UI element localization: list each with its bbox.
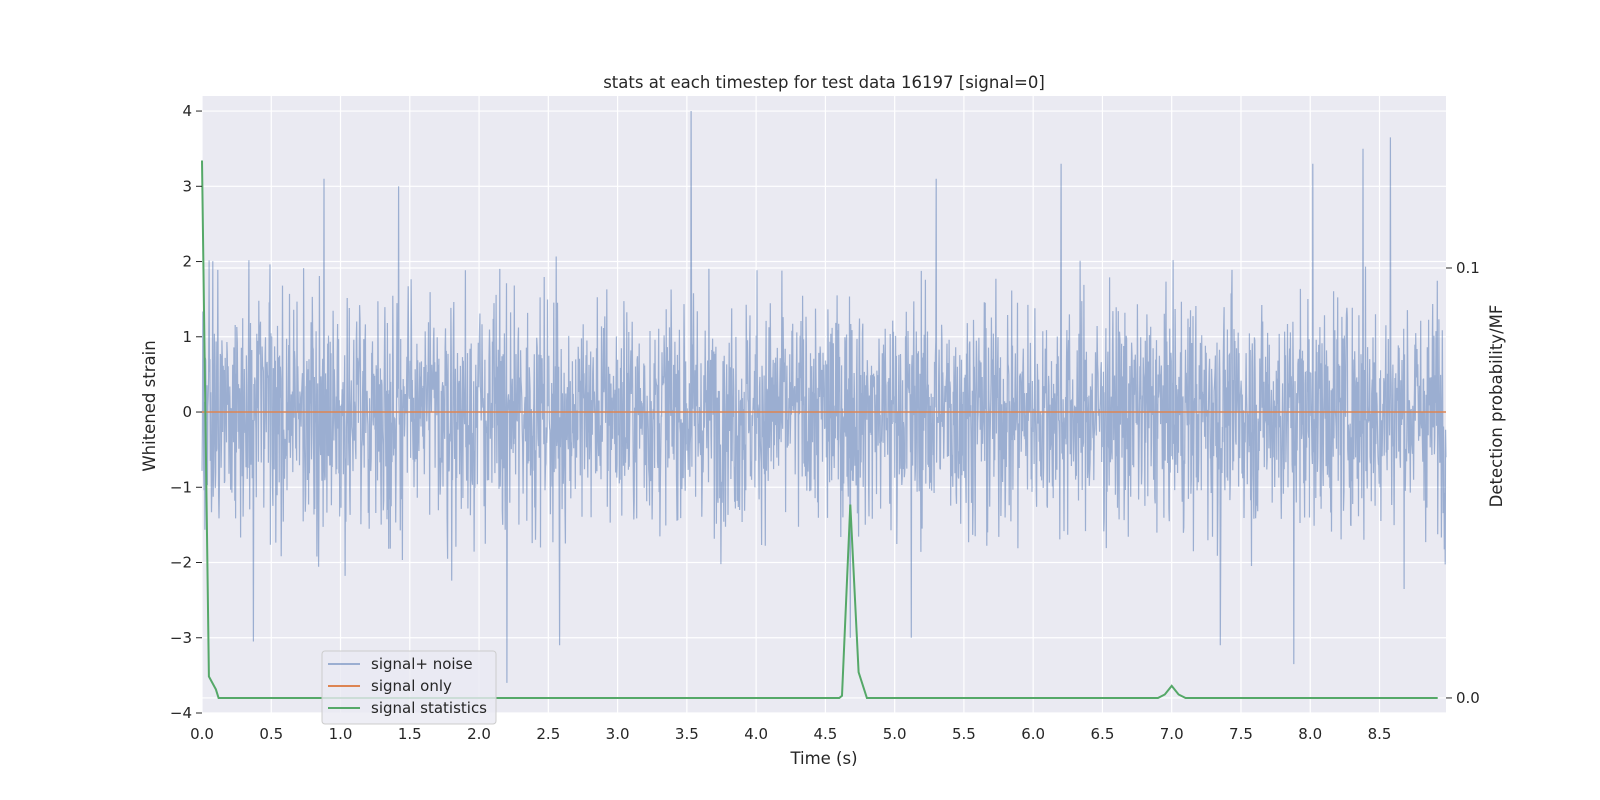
series-signal-noise bbox=[201, 110, 1447, 683]
x-tick-label: 1.5 bbox=[398, 725, 422, 743]
y2-axis-label: Detection probability/MF bbox=[1487, 305, 1506, 508]
x-tick-label: 6.0 bbox=[1021, 725, 1045, 743]
y2-tick-label: 0.1 bbox=[1456, 259, 1480, 277]
x-tick-label: 2.0 bbox=[467, 725, 491, 743]
legend-box bbox=[321, 650, 497, 725]
y-tick-label: 0 bbox=[182, 403, 192, 421]
y-tick-label: 1 bbox=[182, 328, 192, 346]
legend-label-signal-statistics: signal statistics bbox=[371, 699, 487, 717]
x-tick-label: 7.5 bbox=[1229, 725, 1253, 743]
x-tick-label: 5.0 bbox=[883, 725, 907, 743]
y-tick-label: −3 bbox=[170, 629, 192, 647]
x-tick-label: 0.0 bbox=[190, 725, 214, 743]
legend: signal+ noise signal only signal statist… bbox=[321, 650, 497, 725]
y-tick-label: 4 bbox=[182, 102, 192, 120]
y-axis-ticks: 4 3 2 1 0 −1 −2 −3 −4 bbox=[170, 102, 202, 722]
y-tick-label: −1 bbox=[170, 478, 192, 496]
signal-statistics-line bbox=[201, 160, 1438, 699]
x-tick-label: 3.0 bbox=[606, 725, 630, 743]
x-axis-label: Time (s) bbox=[789, 749, 857, 768]
signal-noise-line bbox=[201, 110, 1447, 683]
series-lines bbox=[201, 160, 1446, 699]
x-axis-ticks: 0.0 0.5 1.0 1.5 2.0 2.5 3.0 3.5 4.0 4.5 5.0 5.5 6.0 6… bbox=[190, 725, 1391, 743]
y2-axis-ticks: 0.1 0.0 bbox=[1446, 259, 1480, 707]
x-tick-label: 6.5 bbox=[1091, 725, 1115, 743]
x-tick-label: 1.0 bbox=[329, 725, 353, 743]
legend-label-signal-noise: signal+ noise bbox=[371, 655, 473, 673]
x-tick-label: 8.5 bbox=[1368, 725, 1392, 743]
y-tick-label: 3 bbox=[182, 177, 192, 195]
y-tick-label: 2 bbox=[182, 253, 192, 271]
x-tick-label: 8.0 bbox=[1298, 725, 1322, 743]
y-tick-label: −2 bbox=[170, 554, 192, 572]
x-tick-label: 4.0 bbox=[744, 725, 768, 743]
x-tick-label: 0.5 bbox=[259, 725, 283, 743]
y2-tick-label: 0.0 bbox=[1456, 689, 1480, 707]
x-tick-label: 3.5 bbox=[675, 725, 699, 743]
legend-label-signal-only: signal only bbox=[371, 677, 452, 695]
y-tick-label: −4 bbox=[170, 704, 192, 722]
chart-title: stats at each timestep for test data 161… bbox=[603, 73, 1045, 92]
x-tick-label: 7.0 bbox=[1160, 725, 1184, 743]
y-axis-label: Whitened strain bbox=[140, 340, 159, 471]
x-tick-label: 5.5 bbox=[952, 725, 976, 743]
x-tick-label: 2.5 bbox=[536, 725, 560, 743]
x-tick-label: 4.5 bbox=[813, 725, 837, 743]
